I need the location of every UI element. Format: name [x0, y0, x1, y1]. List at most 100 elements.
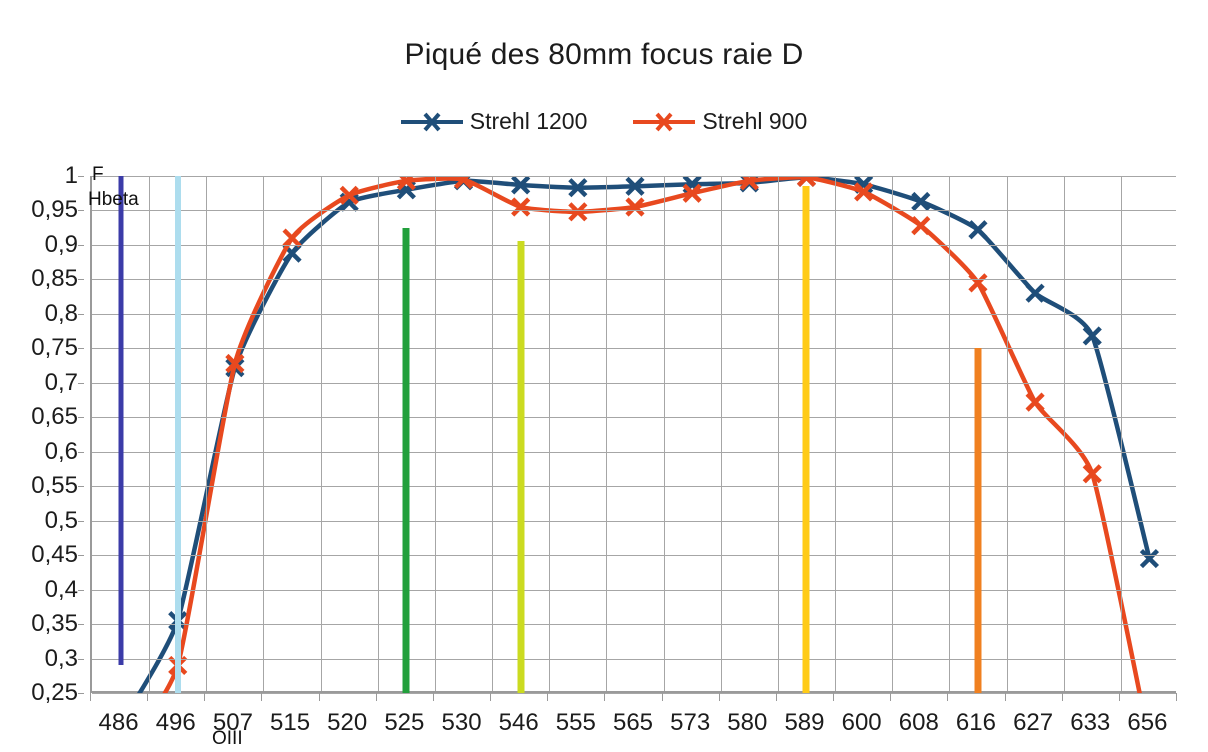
x-tick-label: 627	[1013, 709, 1054, 736]
wavelength-line-yellow-589	[802, 186, 810, 693]
legend-entry-strehl-900[interactable]: Strehl 900	[633, 108, 807, 135]
x-tick-label: 486	[98, 709, 139, 736]
data-point-marker	[339, 185, 359, 205]
data-point-marker	[911, 216, 931, 236]
y-axis: 1 0,95 0,9 0,85 0,8 0,75 0,7 0,65 0,6 0,55 0,5 0,45…	[0, 164, 84, 705]
x-axis: 486 496 507 515 520 525 530 546 555 565 573 580 589 6…	[90, 693, 1177, 751]
x-marker-icon	[423, 112, 441, 131]
y-tick-label: 0,8	[44, 299, 78, 327]
legend-swatch-strehl-1200	[400, 111, 463, 133]
x-tick-mark	[547, 693, 549, 701]
y-tick-mark	[78, 210, 84, 212]
y-tick-mark	[78, 244, 84, 246]
x-tick-mark	[890, 693, 892, 701]
data-point-marker	[1082, 326, 1102, 346]
data-point-marker	[625, 197, 645, 217]
x-tick-mark	[1176, 693, 1177, 701]
x-tick-mark	[661, 693, 663, 701]
wavelength-line-green-525	[402, 227, 410, 693]
y-tick-label: 0,45	[31, 541, 78, 569]
y-tick-label: 0,85	[31, 265, 78, 293]
x-tick-label: 656	[1127, 709, 1168, 736]
x-tick-mark	[490, 693, 492, 701]
x-tick-label: 496	[155, 709, 196, 736]
chart-title: Piqué des 80mm focus raie D	[404, 38, 804, 71]
data-point-marker	[511, 176, 531, 195]
y-tick-label: 0,95	[31, 196, 78, 224]
plot-area: OIII	[90, 176, 1176, 748]
x-tick-mark	[90, 693, 91, 701]
y-tick-mark	[78, 348, 84, 350]
x-tick-label: 589	[784, 709, 825, 736]
x-tick-mark	[833, 693, 835, 701]
x-tick-mark	[432, 693, 434, 701]
x-tick-mark	[775, 693, 777, 701]
data-point-marker	[1025, 283, 1045, 303]
data-point-marker	[796, 176, 817, 187]
y-tick-label: 1	[64, 162, 78, 189]
data-point-marker	[682, 183, 702, 203]
x-tick-label: 515	[270, 709, 311, 736]
y-tick-mark	[78, 589, 84, 591]
y-tick-label: 0,7	[44, 368, 78, 396]
x-tick-label: 555	[555, 709, 596, 736]
y-tick-mark	[78, 417, 84, 419]
x-tick-label: 507	[212, 709, 253, 736]
chart-legend: Strehl 1200 Strehl 900	[0, 108, 1208, 135]
data-point-marker	[625, 176, 645, 196]
data-point-marker	[739, 176, 759, 191]
y-tick-mark	[78, 486, 84, 488]
data-point-marker	[854, 182, 874, 202]
data-point-marker	[396, 176, 416, 191]
legend-label-strehl-900: Strehl 900	[702, 108, 808, 134]
x-tick-label: 580	[727, 709, 768, 736]
x-tick-label: 520	[327, 709, 368, 736]
x-tick-mark	[1061, 693, 1063, 701]
y-tick-label: 0,55	[31, 472, 78, 500]
data-point-marker	[282, 228, 302, 248]
x-tick-mark	[947, 693, 949, 701]
series-strehl-1200	[137, 176, 1160, 693]
series-lines	[137, 176, 1160, 693]
y-tick-mark	[78, 693, 84, 694]
x-marker-icon	[655, 112, 673, 131]
y-tick-label: 0,6	[44, 437, 78, 465]
x-tick-mark	[204, 693, 206, 701]
x-tick-label: 633	[1070, 709, 1111, 736]
annotation-hbeta: Hbeta	[88, 189, 139, 210]
x-tick-label: 616	[955, 709, 996, 736]
data-point-marker	[453, 176, 474, 190]
series-line	[137, 176, 1152, 693]
x-tick-label: 608	[898, 709, 939, 736]
series-line	[162, 176, 1142, 693]
x-tick-label: 573	[670, 709, 711, 736]
wavelength-line-oiii	[174, 176, 181, 693]
x-tick-mark	[375, 693, 377, 701]
x-tick-label: 525	[384, 709, 425, 736]
y-tick-mark	[78, 555, 84, 557]
x-tick-mark	[147, 693, 149, 701]
y-tick-label: 0,35	[31, 610, 78, 638]
y-tick-mark	[78, 658, 84, 660]
x-tick-label: 600	[841, 709, 882, 736]
y-tick-mark	[78, 624, 84, 626]
y-tick-label: 0,4	[44, 575, 78, 603]
data-point-marker	[1025, 392, 1045, 412]
wavelength-line-f-hbeta	[118, 176, 124, 666]
wavelength-line-yellowgreen-546	[517, 241, 525, 693]
y-tick-mark	[78, 279, 84, 281]
y-tick-label: 0,75	[31, 334, 78, 362]
y-tick-mark	[78, 520, 84, 522]
x-tick-mark	[261, 693, 263, 701]
x-tick-mark	[1118, 693, 1120, 701]
y-tick-mark	[78, 313, 84, 315]
y-tick-label: 0,3	[44, 644, 78, 672]
legend-swatch-strehl-900	[633, 111, 696, 133]
x-tick-mark	[1004, 693, 1006, 701]
data-point-marker	[968, 220, 988, 240]
data-point-marker	[511, 197, 531, 217]
legend-entry-strehl-1200[interactable]: Strehl 1200	[400, 108, 587, 135]
x-tick-label: 546	[498, 709, 539, 736]
data-point-marker	[225, 353, 245, 374]
